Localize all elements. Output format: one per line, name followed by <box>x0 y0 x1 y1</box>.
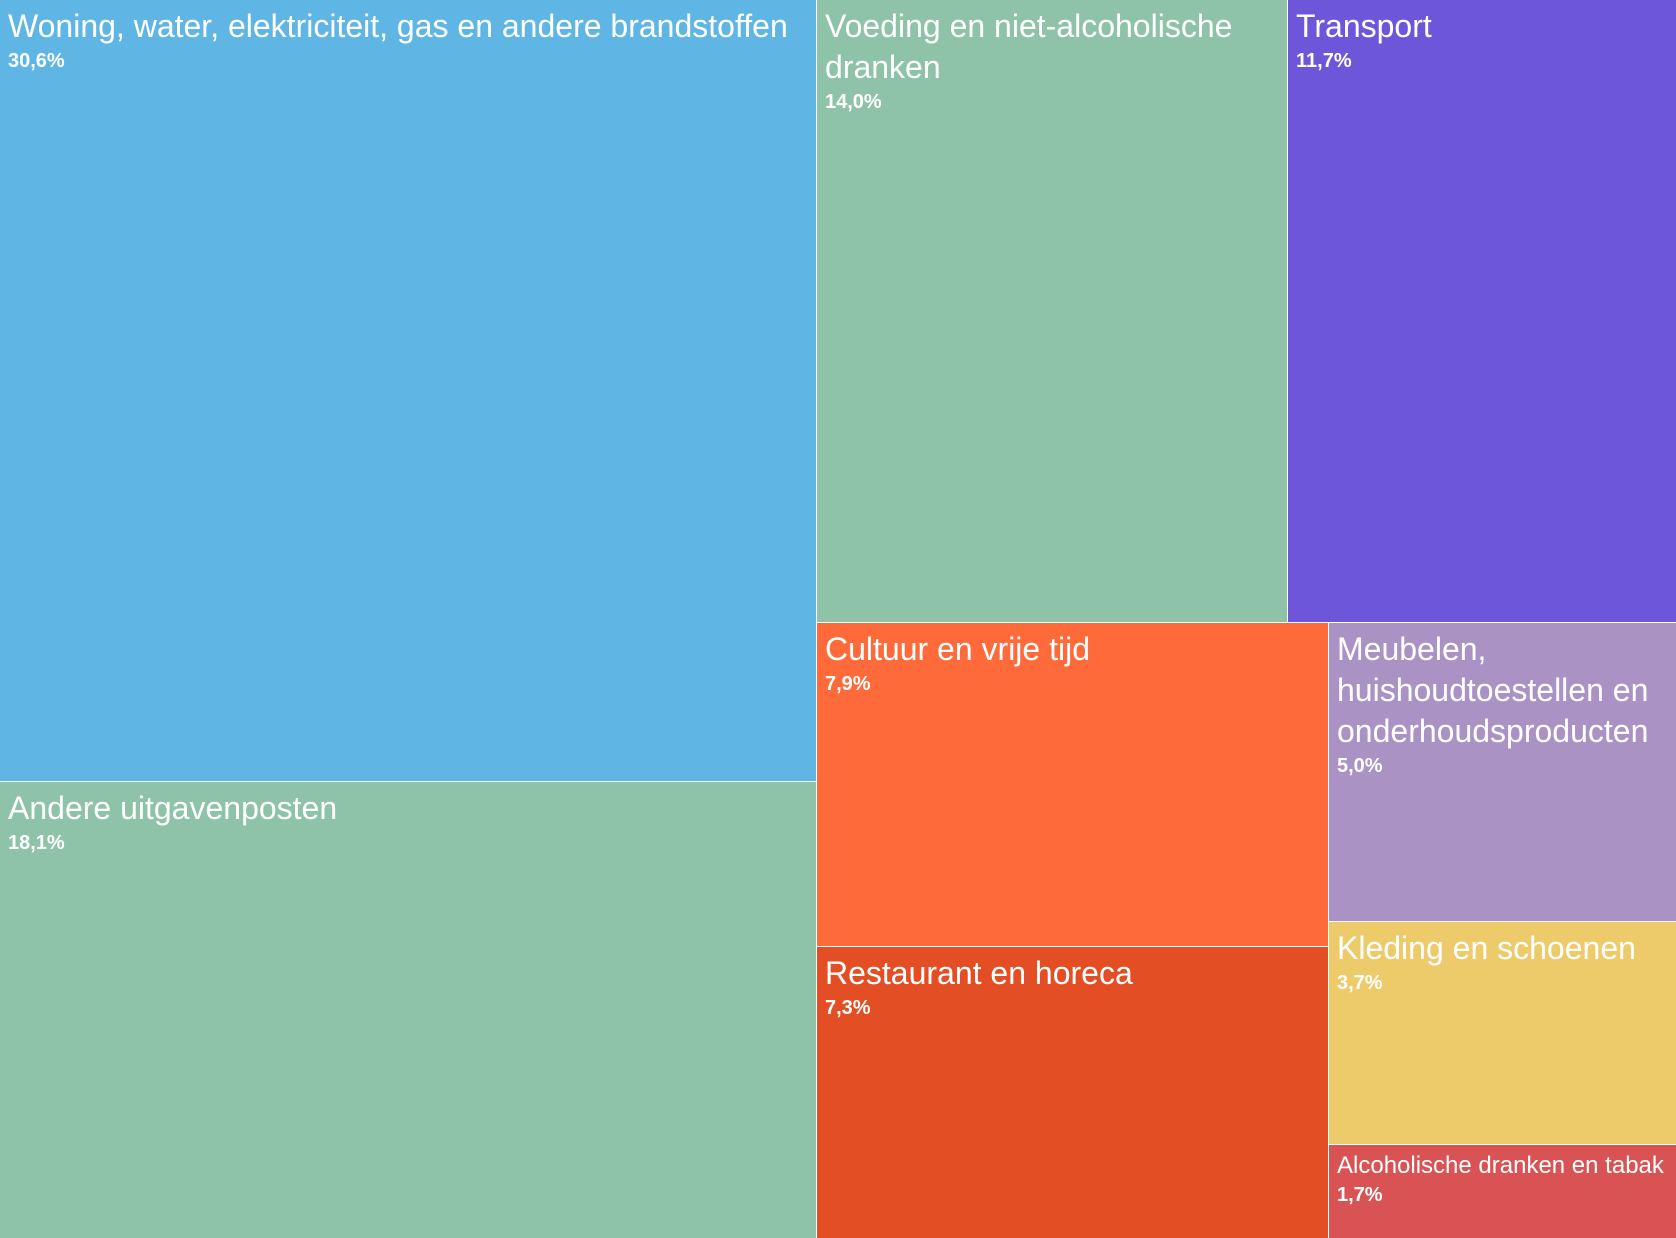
cell-label: Alcoholische dranken en tabak <box>1337 1152 1664 1179</box>
cell-label: Cultuur en vrije tijd <box>825 631 1090 667</box>
cell-value-label: 7,9% <box>825 673 871 695</box>
cell-value-label: 7,3% <box>825 997 871 1019</box>
treemap-cell: Voeding en niet-alcoholische dranken 14,0… <box>817 0 1287 622</box>
cell-value-label: 11,7% <box>1296 50 1352 72</box>
cell-label: Restaurant en horeca <box>825 955 1133 991</box>
treemap-cell: Andere uitgavenposten 18,1% <box>0 782 816 1238</box>
cell-value-label: 3,7% <box>1337 972 1383 994</box>
treemap-cell: Restaurant en horeca 7,3% <box>817 947 1328 1238</box>
cell-label: Kleding en schoenen <box>1337 930 1636 966</box>
cell-value-label: 30,6% <box>8 50 65 72</box>
cell-label: Andere uitgavenposten <box>8 790 338 826</box>
treemap-cell: Cultuur en vrije tijd 7,9% <box>817 623 1328 946</box>
cell-value-label: 18,1% <box>8 832 65 854</box>
treemap-cell: Woning, water, elektriciteit, gas en and… <box>0 0 816 781</box>
cell-label: Voeding en niet-alcoholische dranken <box>825 8 1233 85</box>
treemap-cell: Alcoholische dranken en tabak 1,7% <box>1329 1145 1676 1238</box>
treemap-cell: Kleding en schoenen 3,7% <box>1329 922 1676 1144</box>
cell-label: Transport <box>1296 8 1432 44</box>
treemap-cell: Meubelen, huishoudtoestellen en onderhou… <box>1329 623 1676 921</box>
cell-value-label: 14,0% <box>825 91 882 113</box>
treemap-cell: Transport 11,7% <box>1288 0 1676 622</box>
cell-value-label: 1,7% <box>1337 1184 1383 1206</box>
cell-value-label: 5,0% <box>1337 755 1383 777</box>
cell-label: Meubelen, huishoudtoestellen en onderhou… <box>1337 631 1649 749</box>
cell-label: Woning, water, elektriciteit, gas en and… <box>8 8 788 44</box>
